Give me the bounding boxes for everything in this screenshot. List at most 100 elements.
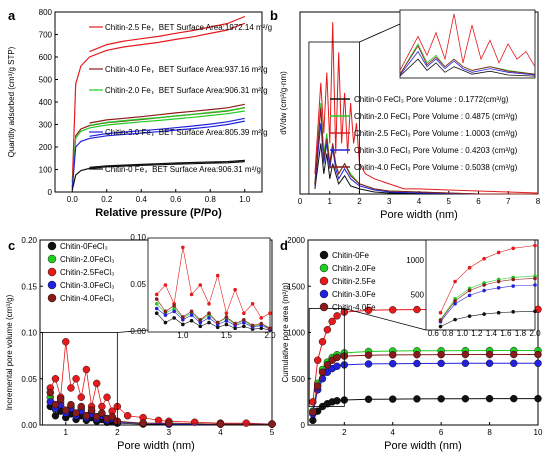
series-point-c	[46, 388, 55, 397]
legend-label-c: Chitin-2.5FeCl₃	[60, 268, 114, 277]
y-tick-label-a: 700	[39, 31, 53, 40]
series-line-a	[71, 22, 246, 184]
series-point-c	[98, 402, 106, 411]
inset-series-point-c	[250, 323, 255, 328]
series-point-c	[67, 400, 75, 409]
series-desorption-line-a	[89, 107, 245, 126]
legend-label-b: Chitin-4.0 FeCl₃ Pore Volume : 0.5038 (c…	[354, 163, 518, 172]
legend-label-d: Chitin-3.0Fe	[332, 290, 376, 299]
series-point-c	[77, 402, 85, 411]
series-point-d	[510, 350, 518, 359]
legend-label-c: Chitin-0FeCl₃	[60, 242, 108, 251]
inset-series-point-c	[259, 326, 264, 331]
legend-marker-c	[47, 293, 57, 303]
series-point-c	[139, 419, 147, 427]
series-point-c	[82, 365, 91, 374]
inset-series-point-d	[533, 283, 537, 287]
series-point-c	[98, 409, 106, 417]
series-line-d	[312, 362, 538, 415]
inset-x-tick-label-d: 1.0	[457, 329, 469, 338]
x-tick-label-b: 8	[536, 197, 541, 206]
series-point-c	[62, 338, 70, 346]
inset-series-point-c	[181, 245, 185, 250]
inset-series-point-c	[233, 321, 237, 326]
series-line-a	[71, 110, 245, 188]
inset-x-tick-label-d: 0.6	[428, 329, 440, 338]
inset-series-point-d	[467, 288, 472, 293]
x-tick-label-a: 0.4	[136, 195, 148, 204]
inset-series-point-c	[198, 317, 203, 322]
inset-series-point-c	[181, 317, 185, 322]
inset-series-point-c	[259, 321, 264, 326]
series-point-c	[103, 393, 111, 401]
series-point-c	[87, 406, 96, 414]
series-desorption-line-a	[89, 15, 246, 53]
inset-series-point-c	[259, 316, 264, 320]
y-tick-label-c: 0.10	[21, 329, 37, 338]
inset-series-point-c	[207, 320, 211, 325]
series-line-a	[71, 161, 245, 190]
series-point-d	[333, 397, 341, 405]
inset-series-point-c	[181, 315, 185, 319]
series-point-d	[534, 350, 542, 359]
y-tick-label-d: 500	[292, 375, 306, 384]
legend-marker-c	[47, 254, 57, 264]
legend-marker-d	[319, 276, 329, 286]
series-desorption-line-a	[89, 117, 245, 137]
panel-label-c: c	[8, 238, 15, 253]
y-tick-label-c: 0.15	[21, 282, 37, 291]
series-point-d	[389, 359, 397, 368]
inset-series-point-c	[198, 324, 203, 329]
x-tick-label-c: 2	[115, 428, 120, 437]
y-tick-label-d: 1500	[287, 282, 305, 291]
series-point-d	[318, 368, 327, 376]
x-tick-label-b: 4	[417, 197, 422, 206]
inset-series-point-c	[242, 311, 246, 316]
series-point-d	[364, 395, 373, 403]
series-desorption-line-a	[89, 103, 245, 124]
legend-marker-d	[319, 302, 329, 312]
inset-series-point-c	[172, 306, 176, 311]
series-point-d	[328, 317, 336, 326]
series-point-c	[72, 375, 80, 383]
inset-series-point-c	[163, 313, 168, 317]
series-point-d	[485, 394, 494, 403]
zoom-box-b	[308, 41, 360, 195]
legend-label-d: Chitin-4.0Fe	[332, 303, 376, 312]
inset-series-point-c	[233, 287, 237, 292]
inset-series-point-d	[511, 284, 515, 288]
inset-series-point-d	[533, 243, 537, 248]
inset-series-point-d	[496, 279, 501, 284]
inset-x-tick-label-d: 1.6	[500, 329, 512, 338]
inset-series-point-d	[453, 299, 457, 303]
y-tick-label-a: 300	[39, 121, 53, 130]
x-tick-label-d: 8	[487, 428, 492, 437]
inset-series-point-c	[215, 320, 220, 325]
inset-series-point-c	[224, 322, 229, 327]
series-point-d	[323, 361, 332, 369]
legend-label-b: Chitin-2.5 FeCl₃ Pore Volume : 1.0003 (c…	[354, 129, 518, 138]
zoom-box-c	[42, 332, 118, 426]
inset-x-tick-label-d: 0.8	[442, 329, 454, 338]
series-point-d	[510, 394, 518, 403]
inset-x-tick-label-d: 1.8	[515, 329, 527, 338]
inset-series-point-c	[172, 303, 176, 308]
x-tick-label-b: 1	[328, 197, 333, 206]
x-axis-label-a: Relative pressure (P/Po)	[95, 207, 222, 219]
series-point-d	[318, 338, 327, 346]
y-axis-label-c: Incremental pore volume (cm³/g)	[5, 294, 14, 410]
legend-label-c: Chitin-4.0FeCl₃	[60, 294, 114, 303]
legend-label-b: Chitin-2.0 FeCl₃ Pore Volume : 0.4875 (c…	[354, 112, 518, 121]
inset-x-tick-label-c: 2.0	[264, 331, 276, 340]
inset-series-point-d	[533, 309, 537, 314]
x-axis-label-b: Pore width (nm)	[380, 209, 458, 221]
inset-series-point-c	[224, 311, 229, 316]
x-tick-label-d: 4	[391, 428, 396, 437]
series-point-c	[67, 384, 75, 392]
inset-series-point-c	[242, 317, 246, 322]
y-tick-label-c: 0.05	[21, 375, 37, 384]
series-point-d	[461, 350, 470, 359]
inset-series-point-d	[482, 256, 486, 261]
series-point-c	[123, 412, 132, 420]
series-point-c	[72, 409, 80, 417]
